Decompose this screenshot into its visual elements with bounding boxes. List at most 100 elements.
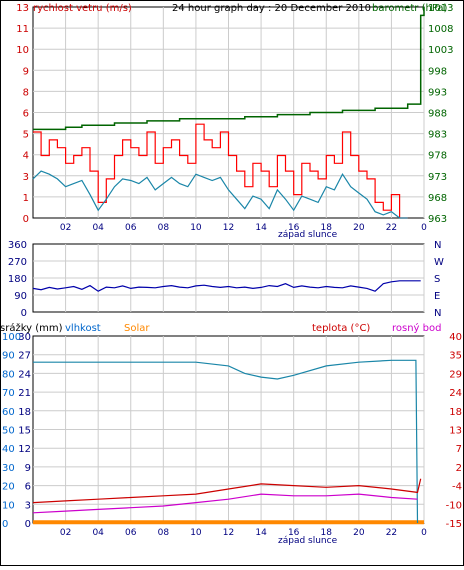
x-hour-tick: 14 [255, 223, 267, 233]
x-hour-tick: 0 [421, 528, 427, 538]
sunset-caption-top: západ slunce [278, 230, 338, 240]
temp-tick: 35 [449, 351, 462, 362]
wind-tick: 8 [23, 87, 29, 98]
barometer-line [33, 7, 425, 131]
baro-tick: 968 [428, 193, 447, 204]
wind-baro-series [32, 7, 425, 219]
precip-tick: 40 [2, 444, 15, 455]
wind-tick: 3 [23, 172, 29, 183]
temperature-line [32, 478, 422, 504]
baro-axis-label: barometr (hPa) [372, 3, 448, 14]
legend-dew-point: rosný bod [392, 322, 441, 334]
baro-tick: 1013 [428, 3, 453, 14]
x-hour-tick: 04 [92, 223, 104, 233]
humidity-tick: 27 [18, 351, 31, 362]
direction-compass-tick: E [434, 291, 440, 302]
x-hour-tick: 20 [353, 223, 365, 233]
x-hour-tick: 12 [223, 223, 234, 233]
wind-direction-line [32, 280, 421, 292]
direction-degree-tick: 360 [8, 240, 27, 251]
baro-tick: 998 [428, 66, 447, 77]
humidity-tick: 6 [25, 482, 31, 493]
humidity-tick: 18 [18, 407, 31, 418]
x-hour-tick: 06 [125, 528, 137, 538]
legend-temperature: teplota (°C) [312, 323, 370, 334]
baro-tick: 993 [428, 87, 447, 98]
wind-tick: 5 [23, 130, 29, 141]
direction-degree-tick: 90 [14, 291, 27, 302]
humidity-tick: 24 [18, 369, 31, 380]
precip-tick: 70 [2, 388, 15, 399]
direction-compass-tick: N [434, 308, 441, 319]
x-hour-tick: 14 [255, 528, 267, 538]
chart-title: 24 hour graph day : 20 December 2010 [172, 3, 371, 14]
x-hour-tick: 18 [321, 528, 333, 538]
baro-tick: 1003 [428, 45, 453, 56]
temp-tick: -4 [452, 482, 462, 493]
temp-tick: 40 [449, 332, 462, 343]
x-hour-tick: 22 [386, 223, 397, 233]
precip-tick: 80 [2, 369, 15, 380]
temp-humidity-x-ticks: 02 04 06 08 10 12 14 16 18 20 22 0 [60, 528, 427, 538]
x-hour-tick: 08 [158, 528, 170, 538]
wind-axis-label: rychlost vetru (m/s) [33, 3, 132, 14]
precip-tick: 100 [2, 332, 21, 343]
x-hour-tick: 0 [421, 223, 427, 233]
temp-tick: 24 [449, 388, 462, 399]
legend-solar: Solar [124, 323, 150, 334]
direction-grid [33, 244, 425, 312]
precip-tick: 10 [2, 500, 15, 511]
temp-tick: 29 [449, 369, 462, 380]
x-hour-tick: 02 [60, 223, 71, 233]
baro-tick: 973 [428, 172, 447, 183]
precip-tick: 50 [2, 426, 15, 437]
humidity-tick: 30 [18, 332, 31, 343]
humidity-tick: 12 [18, 444, 31, 455]
direction-degree-tick: 0 [21, 308, 27, 319]
temp-tick: 18 [449, 407, 462, 418]
precip-tick: 90 [2, 351, 15, 362]
baro-tick: 963 [428, 214, 447, 225]
wind-tick: 9 [23, 66, 29, 77]
x-hour-tick: 10 [190, 528, 202, 538]
wind-tick: 6 [23, 109, 29, 120]
x-hour-tick: 16 [288, 528, 300, 538]
temp-tick: 13 [449, 426, 462, 437]
precip-tick: 0 [2, 519, 8, 530]
x-hour-tick: 16 [288, 223, 300, 233]
humidity-tick: 0 [25, 519, 31, 530]
temp-tick: -10 [446, 500, 462, 511]
wind-gust-line [33, 123, 408, 219]
humidity-tick: 9 [25, 463, 31, 474]
precip-tick: 20 [2, 482, 15, 493]
wind-average-line [32, 170, 408, 219]
temp-tick: 7 [456, 444, 462, 455]
legend-precip: srážky (mm) [0, 322, 63, 334]
sunset-caption-bottom: západ slunce [278, 536, 338, 546]
direction-compass-tick: S [434, 274, 440, 285]
x-hour-tick: 10 [190, 223, 202, 233]
dew-point-line [32, 493, 418, 514]
temp-tick: 2 [456, 463, 462, 474]
precip-tick: 60 [2, 407, 15, 418]
wind-tick: 1 [23, 193, 29, 204]
direction-degree-tick: 180 [8, 274, 27, 285]
wind-tick: 11 [16, 24, 29, 35]
humidity-tick: 15 [18, 426, 31, 437]
wind-tick: 0 [23, 214, 29, 225]
baro-tick: 983 [428, 130, 447, 141]
x-hour-tick: 22 [386, 528, 397, 538]
x-hour-tick: 06 [125, 223, 137, 233]
humidity-line [33, 359, 419, 524]
baro-tick: 1008 [428, 24, 453, 35]
direction-degree-tick: 270 [8, 257, 27, 268]
